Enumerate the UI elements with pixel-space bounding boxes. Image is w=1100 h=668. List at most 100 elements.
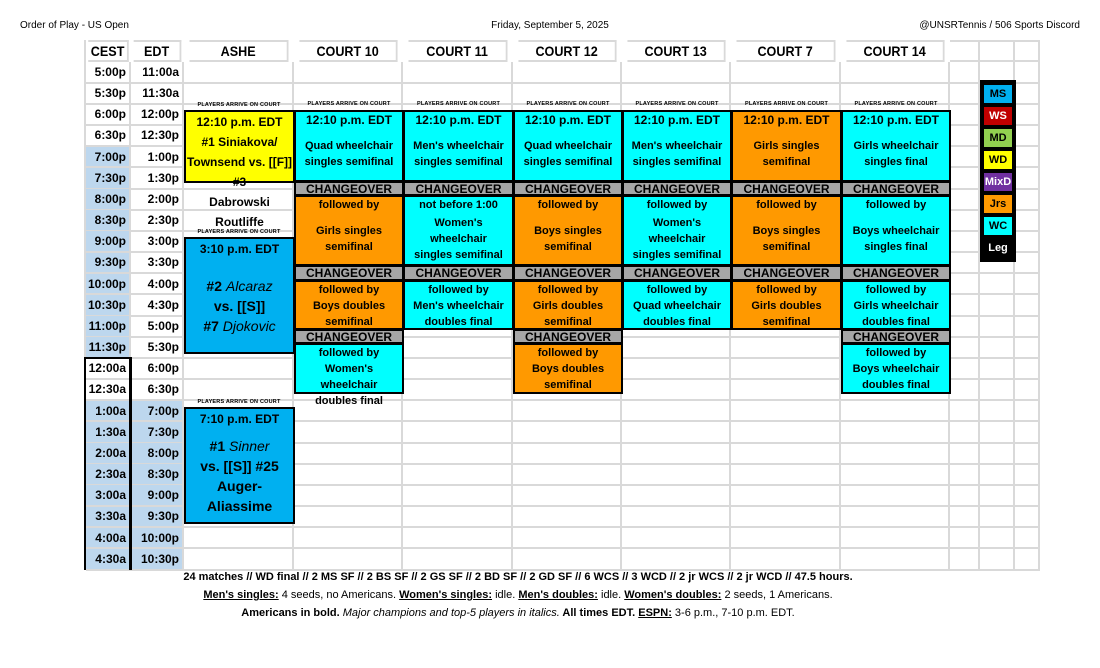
match-block[interactable]: 3:10 p.m. EDT #2 Alcaraz vs. [[S]] #7 Djoko…	[184, 237, 295, 354]
players-arrive-label: PLAYERS ARRIVE ON COURT	[526, 101, 610, 107]
match-block[interactable]: followed by Girls wheelchair doubles final	[841, 280, 951, 330]
cest-time: 5:30p	[86, 83, 131, 105]
cest-time: 9:30p	[86, 252, 131, 275]
cest-time: 1:30a	[86, 421, 131, 444]
match-line: Women's wheelchair	[320, 363, 378, 391]
cest-time: 10:00p	[86, 273, 131, 296]
grid-cell	[622, 337, 731, 359]
grid-cell	[1015, 104, 1040, 126]
match-event: Boys doubles semifinal	[532, 361, 604, 393]
match-block[interactable]: not before 1:00 Women's wheelchair singles…	[403, 195, 514, 266]
legend-item-mixd: MixD	[983, 172, 1013, 192]
match-block[interactable]: followed by Boys singles semifinal	[513, 195, 623, 266]
grid-cell	[1015, 316, 1040, 338]
changeover-bar: CHANGEOVER	[294, 265, 404, 281]
grid-cell	[184, 210, 294, 232]
text-segment: #2	[206, 277, 226, 294]
match-block[interactable]: followed by Boys doubles semifinal	[294, 280, 404, 330]
match-line: Boys singles	[534, 224, 602, 237]
grid-cell	[841, 443, 950, 465]
match-block[interactable]: followed by Girls singles semifinal	[294, 195, 404, 266]
match-line: Girls doubles	[532, 300, 604, 312]
match-block[interactable]: followed by Girls doubles semifinal	[513, 280, 623, 330]
match-block[interactable]: followed by Quad wheelchair doubles final	[622, 280, 732, 330]
grid-cell	[980, 337, 1015, 359]
footer-text: Americans in bold.	[241, 607, 343, 619]
match-block[interactable]: 12:10 p.m. EDT #1 Siniakova/Townsend vs. …	[184, 110, 295, 229]
match-block[interactable]: followed by Boys wheelchair doubles final	[841, 343, 951, 394]
grid-cell	[731, 443, 841, 465]
grid-cell	[622, 379, 731, 402]
footer-text: Women's doubles:	[624, 589, 722, 601]
grid-cell	[980, 506, 1015, 529]
grid-cell	[403, 548, 513, 571]
match-start-time: 12:10 p.m. EDT	[196, 115, 283, 129]
grid-cell	[1015, 252, 1040, 275]
players-arrive-label: PLAYERS ARRIVE ON COURT	[197, 399, 281, 405]
column-header: CEST	[88, 40, 129, 62]
match-start-time: 12:10 p.m. EDT	[305, 113, 393, 127]
cest-time: 4:30a	[86, 548, 131, 571]
match-block[interactable]: followed by Boys singles semifinal	[731, 195, 842, 266]
match-line: semifinal	[544, 240, 592, 253]
grid-cell	[622, 358, 731, 381]
grid-cell	[1015, 294, 1040, 317]
match-block[interactable]: followed by Women's wheelchair doubles fin…	[294, 343, 404, 407]
legend: MS WS MD WD MixD Jrs WC Leg	[980, 80, 1016, 262]
match-start-time: followed by	[756, 199, 817, 211]
match-event: Quad wheelchair singles semifinal	[305, 128, 394, 180]
grid-cell	[980, 252, 1015, 275]
grid-cell	[513, 443, 622, 465]
grid-cell	[950, 358, 980, 381]
match-line: singles semifinal	[632, 248, 722, 261]
grid-cell	[950, 337, 980, 359]
match-block[interactable]: followed by Girls doubles semifinal	[731, 280, 842, 330]
footer-text: 3-6 p.m., 7-10 p.m. EDT.	[671, 607, 795, 619]
player-name-italic: Djokovic	[222, 317, 276, 334]
grid-cell	[403, 527, 513, 550]
match-block[interactable]: 12:10 p.m. EDT Men's wheelchair singles se…	[403, 110, 514, 182]
edt-time: 9:30p	[131, 506, 184, 529]
cest-time: 3:00a	[86, 485, 131, 508]
match-line: singles final	[864, 156, 928, 168]
edt-time: 12:00p	[131, 104, 184, 126]
cest-time: 2:00a	[86, 443, 131, 465]
match-event: Women's wheelchair singles semifinal	[405, 213, 512, 264]
match-event: Boys singles semifinal	[753, 213, 821, 264]
match-line: singles semifinal	[632, 156, 722, 168]
match-block[interactable]: followed by Boys wheelchair singles final	[841, 195, 951, 266]
match-block[interactable]: followed by Boys doubles semifinal	[513, 343, 623, 394]
changeover-bar: CHANGEOVER	[622, 181, 732, 196]
grid-cell	[403, 379, 513, 402]
match-block[interactable]: followed by Men's wheelchair doubles final	[403, 280, 514, 330]
match-block[interactable]: 7:10 p.m. EDT #1 Sinner vs. [[S]] #25 Auger…	[184, 407, 295, 524]
grid-cell	[1015, 189, 1040, 211]
grid-cell	[1015, 485, 1040, 508]
grid-cell	[513, 421, 622, 444]
players-arrive-label: PLAYERS ARRIVE ON COURT	[197, 102, 281, 108]
match-line: Girls doubles	[751, 300, 822, 312]
cest-time: 1:00a	[86, 400, 131, 423]
edt-time: 10:30p	[131, 548, 184, 571]
match-block[interactable]: 12:10 p.m. EDT Quad wheelchair singles sem…	[513, 110, 623, 182]
match-block[interactable]: 12:10 p.m. EDT Girls wheelchair singles fi…	[841, 110, 951, 182]
grid-cell	[950, 210, 980, 232]
grid-cell	[294, 62, 403, 84]
match-line: Boys doubles	[312, 300, 386, 312]
legend-item-leg: Leg	[983, 238, 1013, 258]
grid-cell	[980, 527, 1015, 550]
match-block[interactable]: followed by Women's wheelchair singles sem…	[622, 195, 732, 266]
footer-line: Men's singles: 4 seeds, no Americans. Wo…	[86, 589, 950, 601]
match-line: Auger-Aliassime	[186, 476, 293, 516]
edt-time: 9:00p	[131, 485, 184, 508]
grid-cell	[950, 443, 980, 465]
match-block[interactable]: 12:10 p.m. EDT Men's wheelchair singles se…	[622, 110, 732, 182]
match-line: Women's wheelchair	[648, 216, 706, 245]
cest-time: 12:00a	[86, 358, 131, 381]
grid-cell	[403, 464, 513, 486]
match-block[interactable]: 12:10 p.m. EDT Quad wheelchair singles sem…	[294, 110, 404, 182]
grid-cell	[1015, 62, 1040, 84]
grid-cell	[1015, 167, 1040, 190]
footer-text: Major champions and top-5 players in ita…	[342, 607, 560, 619]
match-block[interactable]: 12:10 p.m. EDT Girls singles semifinal	[731, 110, 842, 182]
